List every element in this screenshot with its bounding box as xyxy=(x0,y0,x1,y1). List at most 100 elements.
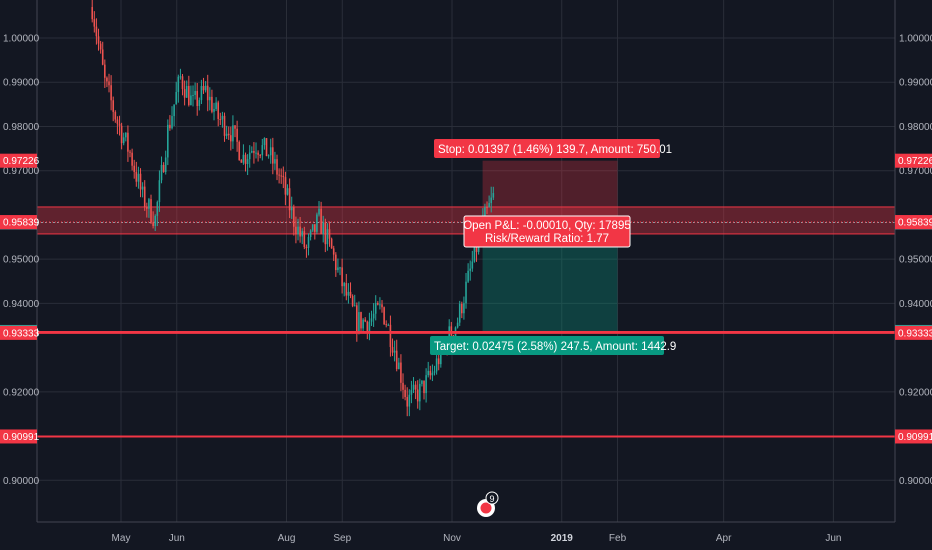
candle-body xyxy=(395,350,398,370)
candle-body xyxy=(263,138,266,146)
candle-body xyxy=(335,254,337,271)
candle-body xyxy=(129,151,131,153)
x-tick-label: 2019 xyxy=(551,533,574,544)
price-badge-right xyxy=(895,215,932,230)
candle-body xyxy=(192,94,194,96)
candle-body xyxy=(253,150,255,153)
candle-body xyxy=(465,281,467,304)
candle-body xyxy=(240,160,243,163)
candle-body xyxy=(475,243,478,252)
candle-body xyxy=(217,102,220,119)
candle-body xyxy=(139,173,142,190)
horizontal-lines[interactable] xyxy=(37,330,895,438)
candle-body xyxy=(206,85,209,101)
candle-body xyxy=(167,124,169,158)
candle-body xyxy=(408,394,411,407)
candle-body xyxy=(299,226,301,237)
axes: 1.00000 1.00000 0.99000 0.99000 0.98000 0.980… xyxy=(3,0,932,544)
event-marker[interactable]: 9 xyxy=(477,491,499,517)
candle-body xyxy=(246,159,249,165)
candle-body xyxy=(261,145,264,156)
candle-body xyxy=(398,362,400,370)
candle-body xyxy=(332,248,335,255)
candle-body xyxy=(385,324,388,326)
candle-body xyxy=(364,319,367,322)
candle-body xyxy=(402,382,404,390)
candle-body xyxy=(330,238,333,249)
y-tick-label-right: 0.92000 xyxy=(899,387,932,398)
candle-body xyxy=(267,155,270,157)
price-badge-left xyxy=(0,325,37,340)
candle-body xyxy=(251,150,253,153)
candle-body xyxy=(244,154,247,165)
candle-body xyxy=(223,115,226,136)
price-badge-label-left: 0.95839 xyxy=(3,218,40,229)
candle-body xyxy=(272,147,274,164)
candle-body xyxy=(343,283,346,287)
candle-body xyxy=(431,372,434,376)
candle-body xyxy=(433,371,436,373)
candle-body xyxy=(204,85,207,91)
event-count-bubble xyxy=(485,491,499,505)
candle-body xyxy=(467,270,469,282)
price-badge-label-right: 0.93333 xyxy=(898,328,932,339)
price-badge-left xyxy=(0,429,37,444)
candle-body xyxy=(389,324,392,347)
candle-body xyxy=(91,7,94,20)
candle-body xyxy=(305,247,308,249)
y-tick-label-left: 0.95000 xyxy=(3,255,40,266)
candle-body xyxy=(492,193,495,198)
candle-body xyxy=(322,222,325,235)
candle-body xyxy=(391,346,394,353)
candle-body xyxy=(188,85,190,106)
candle-body xyxy=(122,137,125,144)
candle-body xyxy=(221,115,224,120)
candle-body xyxy=(234,125,236,129)
candle-body xyxy=(309,230,312,238)
candle-body xyxy=(274,159,276,164)
candle-body xyxy=(419,383,421,402)
candle-body xyxy=(463,303,465,314)
candle-body xyxy=(116,119,119,124)
candle-body xyxy=(356,305,358,332)
candle-body xyxy=(236,128,238,142)
y-tick-label-right: 1.00000 xyxy=(899,34,932,45)
candle-body xyxy=(131,152,133,166)
candle-body xyxy=(345,283,348,296)
price-badge-label-right: 0.95839 xyxy=(898,218,932,229)
candle-body xyxy=(93,19,96,27)
candle-body xyxy=(173,104,175,117)
candle-body xyxy=(370,318,373,322)
candle-body xyxy=(230,135,232,142)
candle-body xyxy=(358,312,360,332)
candle-body xyxy=(326,229,329,245)
candle-body xyxy=(198,100,201,106)
candle-body xyxy=(473,243,476,262)
price-badge-label-right: 0.97226 xyxy=(898,156,932,167)
candle-body xyxy=(316,214,318,232)
candle-body xyxy=(293,207,295,227)
price-badge-label-left: 0.90991 xyxy=(3,432,40,443)
candle-body xyxy=(437,358,440,365)
candle-body xyxy=(248,152,251,160)
candle-body xyxy=(421,380,423,384)
price-badge-label-right: 0.90991 xyxy=(898,432,932,443)
x-tick-label: Jun xyxy=(825,533,841,544)
candle-body xyxy=(194,91,196,95)
candle-body xyxy=(202,86,205,91)
price-badge-left xyxy=(0,215,37,230)
candle-body xyxy=(265,138,268,157)
y-tick-label-left: 0.98000 xyxy=(3,122,40,133)
candle-body xyxy=(95,26,98,37)
position-labels[interactable]: Stop: 0.01397 (1.46%) 139.7, Amount: 750… xyxy=(430,139,676,355)
candle-body xyxy=(320,208,322,235)
candle-body xyxy=(179,76,182,78)
candle-body xyxy=(108,81,110,86)
candle-body xyxy=(353,305,356,307)
candle-body xyxy=(211,96,213,112)
y-tick-label-right: 0.99000 xyxy=(899,78,932,89)
candle-body xyxy=(307,237,310,248)
price-badge-left xyxy=(0,153,37,168)
y-tick-label-left: 0.94000 xyxy=(3,299,40,310)
